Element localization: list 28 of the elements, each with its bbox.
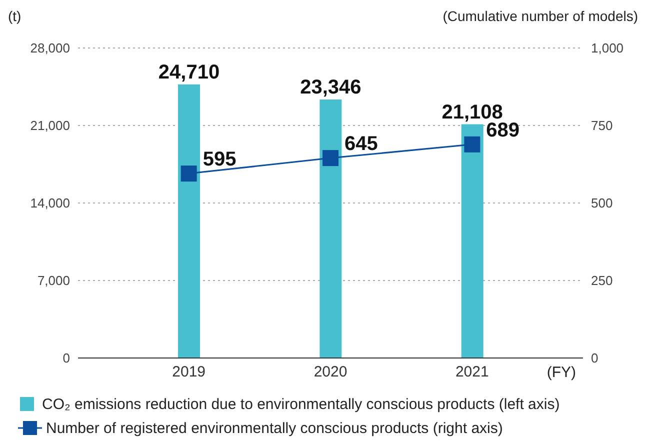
point: [464, 136, 480, 152]
data-label: 24,710: [158, 61, 220, 84]
point: [322, 150, 338, 166]
point: [180, 166, 197, 182]
y2-tick-label: 500: [591, 196, 613, 211]
y-tick-label: 28,000: [30, 40, 70, 56]
y-axis-title: (t): [8, 8, 22, 26]
y-tick-label: 21,000: [30, 118, 70, 134]
x-tick-label: 2019: [172, 364, 206, 381]
y-tick-label: 7,000: [37, 273, 70, 288]
y2-tick-label: 1,000: [591, 40, 624, 56]
bar: [461, 124, 484, 358]
data-label: 645: [344, 133, 378, 156]
bar: [178, 84, 200, 358]
data-label: 595: [202, 148, 236, 171]
y-tick-label: 0: [62, 350, 70, 366]
data-label: 23,346: [300, 76, 362, 99]
legend-label: Number of registered environmentally conscious products (right axis): [46, 420, 503, 436]
bar: [320, 100, 342, 358]
y2-tick-label: 250: [591, 273, 613, 288]
y2-axis-title: (Cumulative number of models): [442, 8, 638, 26]
y2-tick-label: 750: [591, 118, 613, 134]
y2-tick-label: 0: [591, 350, 598, 366]
y-tick-label: 14,000: [30, 196, 70, 211]
x-tick-label: 2021: [455, 364, 489, 381]
x-tick-label: 2020: [314, 364, 348, 381]
x-axis-title: (FY): [546, 364, 576, 381]
legend-label: CO₂ emissions reduction due to environmentally conscious products (left axis): [42, 396, 560, 412]
